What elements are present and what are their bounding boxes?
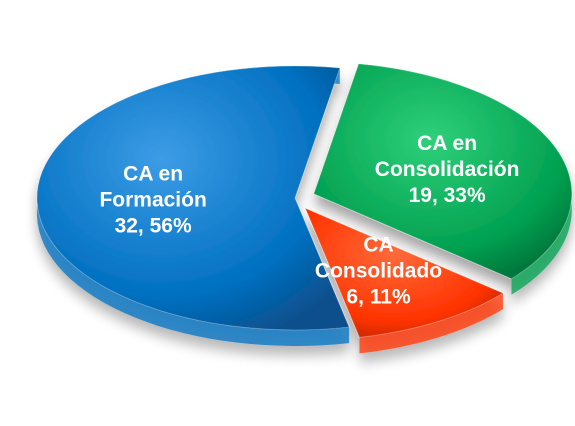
pie-slice-side — [359, 293, 503, 354]
slice-label: CA en Consolidación 19, 33% — [375, 132, 520, 207]
slice-label: CA Consolidado 6, 11% — [315, 233, 442, 308]
pie-slices — [36, 63, 573, 354]
pie-slice-ca-en-consolidaci-n — [313, 63, 573, 280]
slice-label-line: Consolidación — [375, 158, 520, 181]
slice-label-line: Formación — [99, 188, 206, 211]
slice-label-line: 6, 11% — [346, 285, 411, 308]
slice-label-line: Consolidado — [315, 259, 442, 282]
slice-label-line: CA en — [417, 132, 477, 155]
slice-label-line: CA en — [123, 162, 183, 185]
slice-label-line: CA — [363, 233, 393, 256]
slice-label-line: 19, 33% — [409, 184, 486, 207]
slice-label: CA en Formación 32, 56% — [99, 162, 206, 237]
pie-slice-ca-en-formaci-n — [36, 65, 350, 331]
pie-slice-ca-consolidado — [304, 207, 505, 338]
pie-labels: CA en Consolidación 19, 33% CA Consolidado 6,… — [99, 132, 519, 308]
slice-label-line: 32, 56% — [115, 214, 192, 237]
